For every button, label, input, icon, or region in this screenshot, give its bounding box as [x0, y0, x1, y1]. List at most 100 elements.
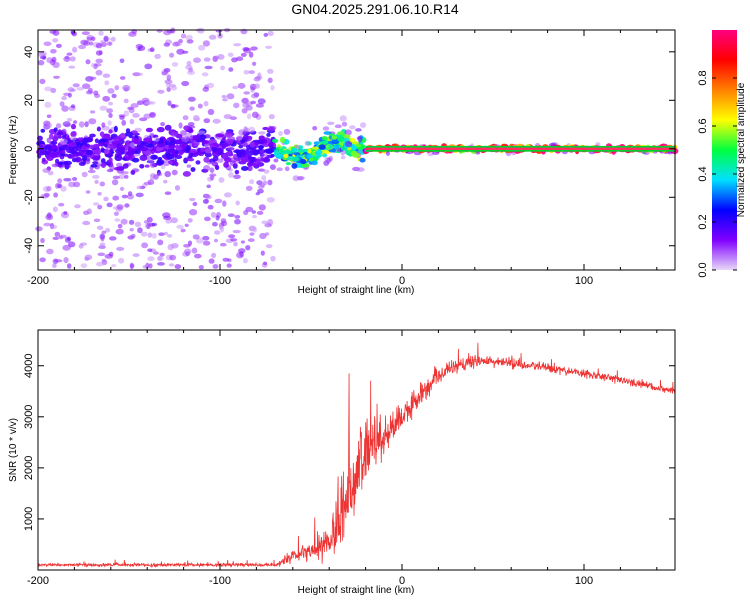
- spectrogram-cell: [267, 77, 273, 84]
- spectrogram-cell: [269, 164, 276, 171]
- spectrogram-cell: [123, 87, 129, 92]
- spectrogram-cell: [337, 136, 345, 143]
- spectrogram-cell: [106, 202, 113, 208]
- spectrogram-cell: [158, 232, 165, 236]
- spectrogram-cell: [124, 175, 129, 179]
- spectrogram-cell: [151, 232, 157, 239]
- spectrogram-cell: [150, 162, 156, 168]
- spectrogram-cell: [90, 233, 96, 238]
- spectrogram-cell: [156, 159, 165, 165]
- spectrogram-cell: [171, 85, 177, 91]
- spectrogram-cell: [99, 131, 105, 137]
- spectrogram-cell: [64, 55, 70, 60]
- spectrogram-cell: [234, 169, 240, 175]
- spectrogram-cell: [322, 153, 328, 158]
- spectrogram-cell: [93, 149, 102, 155]
- spectrogram-cell: [64, 160, 72, 166]
- spectrogram-cell: [249, 179, 255, 185]
- spectrogram-cell: [111, 140, 119, 145]
- spectrogram-cell: [272, 138, 279, 143]
- spectrogram-cell: [101, 158, 106, 164]
- spectrogram-cell: [174, 155, 183, 159]
- spectrogram-cell: [101, 230, 107, 235]
- colorbar-tick-label: 0.2: [697, 214, 709, 229]
- spectrogram-cell: [95, 43, 103, 49]
- spectrogram-cell: [196, 151, 202, 156]
- spectrogram-cell: [66, 117, 73, 122]
- spectrogram-cell: [143, 220, 150, 224]
- spectrogram-cell: [180, 33, 187, 39]
- spectrogram-cell: [67, 154, 75, 159]
- spectrogram-cell: [266, 154, 274, 159]
- spectrogram-cell: [44, 86, 53, 92]
- spectrogram-cell: [94, 63, 102, 67]
- spectrogram-cell: [55, 43, 62, 49]
- spectrogram-cell: [43, 41, 52, 47]
- spectrogram-cell: [82, 155, 88, 161]
- spectrogram-cell: [93, 218, 101, 223]
- spectrogram-cell: [251, 111, 259, 119]
- spectrogram-cell: [266, 197, 275, 203]
- spectrogram-cell: [251, 162, 258, 167]
- spectrogram-cell: [203, 118, 211, 124]
- spectrogram-cell: [233, 174, 241, 180]
- spectrogram-cell: [168, 160, 173, 165]
- spectrogram-cell: [291, 163, 298, 169]
- spectrogram-cell: [197, 103, 203, 109]
- spectrogram-cell: [101, 258, 107, 263]
- spectrogram-cell: [145, 127, 153, 133]
- spectrogram-x-tick-label: 100: [575, 275, 593, 287]
- spectrogram-cell: [224, 192, 232, 198]
- spectrogram-cell: [82, 83, 91, 89]
- spectrogram-cell: [163, 29, 172, 36]
- spectrogram-cell: [207, 82, 215, 89]
- spectrogram-cell: [192, 234, 200, 240]
- spectrogram-y-axis-label: Frequency (Hz): [8, 116, 19, 185]
- spectrogram-cell: [221, 94, 227, 99]
- snr-x-axis-label: Height of straight line (km): [298, 585, 415, 596]
- spectrogram-cell: [318, 144, 327, 150]
- spectrogram-cell: [143, 113, 151, 119]
- spectrogram-cell: [136, 144, 142, 151]
- spectrogram-cell: [89, 41, 94, 46]
- spectrogram-cell: [165, 219, 173, 224]
- spectrogram-cell: [237, 82, 246, 89]
- spectrogram-cell: [245, 185, 253, 191]
- spectrogram-y-tick-label: -20: [23, 189, 35, 205]
- spectrogram-cell: [119, 228, 124, 235]
- spectrogram-cell: [327, 121, 335, 126]
- spectrogram-cell: [171, 62, 179, 67]
- spectrogram-cell: [50, 140, 58, 145]
- spectrogram-cell: [128, 107, 135, 114]
- spectrogram-cell: [176, 224, 184, 229]
- spectrogram-cell: [270, 85, 275, 91]
- spectrogram-cell: [202, 86, 210, 92]
- spectrogram-cell: [242, 102, 250, 109]
- spectrogram-cell: [147, 248, 153, 252]
- spectrogram-cell: [57, 161, 64, 165]
- spectrogram-cell: [355, 128, 362, 132]
- colorbar-ticks: 0.0 0.2 0.4 0.6 0.8: [697, 70, 737, 278]
- spectrogram-cell: [92, 143, 99, 149]
- spectrogram-cell: [136, 185, 142, 190]
- spectrogram-cell: [128, 219, 135, 225]
- spectrogram-cell: [307, 148, 312, 154]
- spectrogram-cell: [254, 141, 260, 146]
- spectrogram-cell: [66, 236, 71, 241]
- spectrogram-cell: [39, 151, 45, 156]
- spectrogram-cell: [93, 90, 99, 96]
- spectrogram-cell: [134, 138, 140, 145]
- spectrogram-cell: [200, 147, 206, 153]
- spectrogram-cell: [112, 206, 118, 210]
- spectrogram-cell: [266, 132, 271, 137]
- spectrogram-cell: [62, 244, 71, 251]
- spectrogram-cell: [248, 70, 255, 74]
- spectrogram-cell: [113, 166, 123, 171]
- spectrogram-cell: [321, 136, 328, 141]
- spectrogram-cell: [240, 240, 245, 244]
- colorbar-label: Normalized spectral amplitude: [736, 82, 747, 217]
- spectrogram-cell: [56, 131, 64, 136]
- spectrogram-cell: [130, 103, 139, 108]
- spectrogram-cell: [187, 122, 195, 126]
- spectrogram-cell: [46, 248, 54, 255]
